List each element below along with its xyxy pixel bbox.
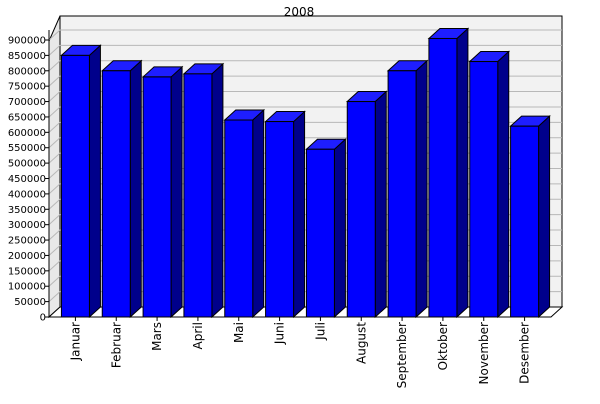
bar-side — [538, 115, 551, 319]
y-tick-label: 850000 — [8, 51, 46, 62]
x-tick-label: November — [477, 322, 491, 384]
bar — [509, 115, 551, 319]
bar — [141, 65, 184, 319]
bar-side — [415, 59, 428, 319]
x-tick-label: Juni — [273, 322, 287, 345]
bar — [264, 110, 306, 319]
bar-front — [183, 73, 213, 318]
gridline — [48, 29, 562, 41]
x-axis-tick-labels: Januar Februar Mars April Mai Juni Juli August S… — [68, 322, 531, 389]
x-tick-label: Desember — [518, 322, 532, 384]
x-tick-label: September — [395, 322, 409, 388]
bar-side — [456, 27, 469, 319]
bar-side — [252, 108, 265, 319]
gridline — [48, 60, 562, 72]
bar-front — [510, 125, 540, 318]
bar-front — [265, 121, 295, 318]
y-tick-label: 800000 — [8, 66, 46, 77]
bar — [305, 138, 347, 319]
y-tick-label: 450000 — [8, 174, 46, 185]
x-tick-label: Oktober — [436, 322, 450, 370]
y-tick-label: 150000 — [8, 266, 46, 277]
x-tick-label: Mai — [232, 322, 246, 343]
bar-front — [387, 70, 417, 318]
y-axis-tick-labels: 0 50000 100000 150000 200000 250000 300000 3500… — [8, 36, 46, 324]
bar-front — [305, 148, 335, 318]
axes — [45, 30, 551, 321]
bar-side — [88, 44, 101, 319]
bar — [182, 62, 225, 319]
bar — [345, 90, 388, 319]
bar-front — [469, 61, 499, 318]
bar — [60, 44, 102, 319]
bar-side — [333, 138, 346, 319]
y-tick-label: 700000 — [8, 97, 46, 108]
x-tick-label: August — [354, 322, 368, 364]
bar-side — [129, 59, 142, 319]
bar-front — [346, 101, 376, 318]
bar-side — [293, 110, 306, 319]
bar-front — [101, 70, 131, 318]
bar-front — [142, 76, 172, 318]
side-wall — [48, 15, 61, 319]
y-tick-label: 900000 — [8, 36, 46, 47]
bar — [468, 50, 511, 319]
bar — [427, 27, 470, 319]
x-tick-label: Januar — [68, 322, 82, 361]
gridline — [48, 44, 562, 56]
y-tick-label: 200000 — [8, 251, 46, 262]
bar-front — [428, 37, 458, 318]
y-tick-label: 600000 — [8, 128, 46, 139]
x-tick-label: Mars — [150, 322, 164, 351]
y-tick-label: 650000 — [8, 112, 46, 123]
x-tick-label: Februar — [109, 322, 123, 368]
y-tick-label: 550000 — [8, 143, 46, 154]
bar-side — [170, 65, 183, 319]
y-tick-label: 500000 — [8, 159, 46, 170]
y-tick-label: 300000 — [8, 220, 46, 231]
bar-side — [497, 50, 510, 319]
y-tick-label: 350000 — [8, 205, 46, 216]
bar-front — [224, 119, 254, 318]
bar-side — [211, 62, 224, 319]
x-tick-label: Juli — [313, 322, 327, 341]
bars — [60, 27, 551, 319]
y-tick-label: 750000 — [8, 82, 46, 93]
y-tick-label: 0 — [40, 313, 46, 324]
y-tick-label: 400000 — [8, 189, 46, 200]
bar-side — [374, 90, 387, 319]
x-tick-label: April — [191, 322, 205, 349]
y-tick-label: 50000 — [14, 297, 46, 308]
bar-front — [60, 54, 90, 318]
y-tick-label: 250000 — [8, 236, 46, 247]
y-tick-label: 100000 — [8, 282, 46, 293]
bar — [223, 108, 266, 319]
bar — [386, 59, 429, 319]
bar — [100, 59, 143, 319]
